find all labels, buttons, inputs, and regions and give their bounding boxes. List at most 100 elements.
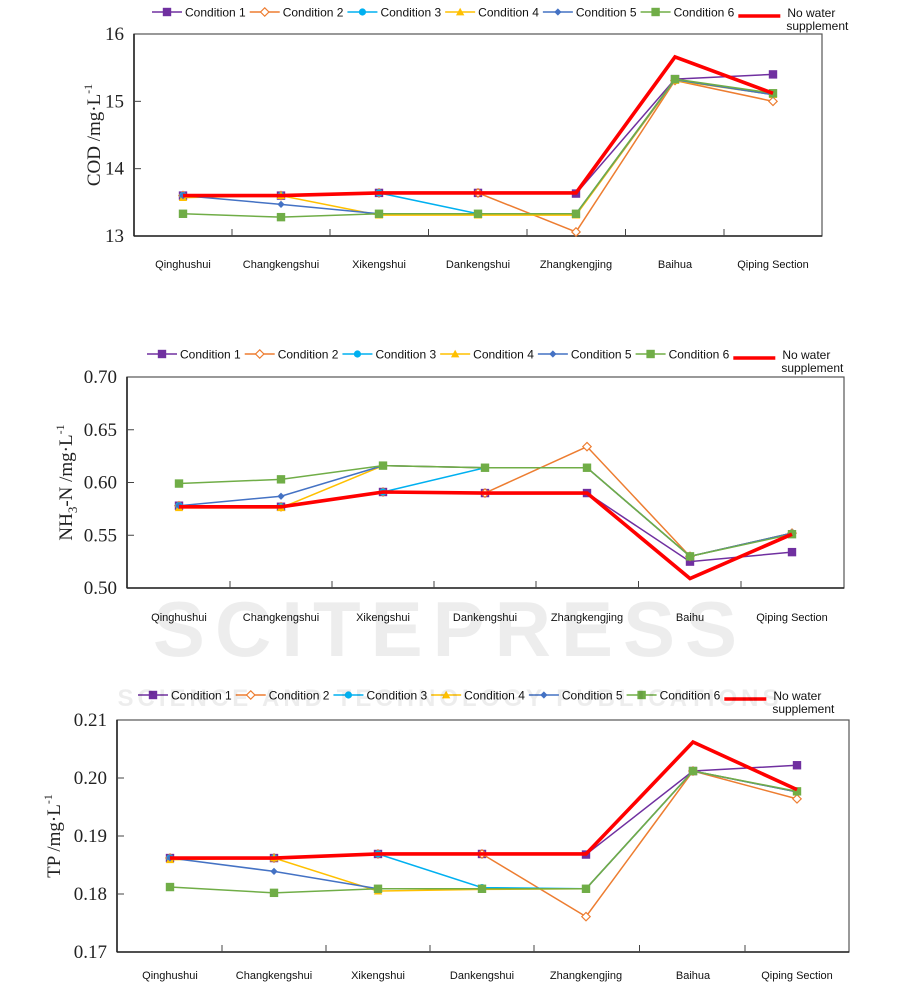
tp-point-condition-6 (792, 787, 802, 796)
tp-point-condition-6 (165, 882, 175, 892)
cod-legend-item-condition-2: Condition 2 (249, 6, 344, 20)
cod-legend-label: Condition 5 (576, 6, 637, 20)
nh3n-x-tick-label: Xikengshui (356, 612, 410, 624)
tp-y-tick-label: 0.20 (74, 768, 107, 789)
cod-point-condition-1 (768, 70, 778, 79)
tp-chart: 0.17 0.18 0.19 0.20 0.21 Qinghushui Changkengs… (0, 680, 901, 990)
tp-legend-label: Condition 3 (366, 689, 427, 703)
cod-point-condition-6 (571, 209, 581, 218)
tp-legend-label: Condition 2 (269, 689, 330, 703)
cod-point-condition-6 (374, 209, 384, 218)
tp-legend-label: Condition 6 (660, 689, 721, 703)
cod-series-condition-6 (178, 74, 778, 222)
nh3n-point-condition-6 (378, 461, 388, 470)
nh3n-point-condition-6 (276, 475, 286, 484)
cod-x-tick-label: Xikengshui (352, 259, 406, 271)
nh3n-plot-area (126, 376, 845, 589)
cod-x-tick-label: Dankengshui (446, 259, 510, 271)
tp-series-condition-2 (164, 765, 803, 922)
tp-legend: Condition 1 Condition 2 Condition 3 Conditi… (138, 689, 835, 716)
tp-legend-label: Condition 4 (464, 689, 525, 703)
tp-legend-item-condition-2: Condition 2 (235, 689, 330, 703)
cod-point-condition-6 (768, 89, 778, 98)
tp-line-condition-6 (169, 770, 798, 894)
tp-y-tick-label: 0.19 (74, 826, 107, 847)
tp-point-condition-6 (373, 884, 383, 893)
tp-y-tick-label: 0.18 (74, 884, 107, 905)
nh3n-line-condition-1 (178, 491, 793, 563)
nh3n-y-tick-label: 0.70 (84, 367, 117, 388)
nh3n-legend-marker (549, 350, 557, 358)
tp-y-axis-label: TP /mg·L-1 (41, 794, 65, 878)
nh3n-legend-label: Condition 1 (180, 348, 241, 362)
tp-line-condition-2 (170, 770, 798, 918)
nh3n-legend-item-no-water-supplement: No water supplement (733, 348, 844, 375)
cod-legend-item-condition-3: Condition 3 (347, 6, 441, 20)
tp-legend-label: No water supplement (772, 689, 835, 716)
cod-x-tick-label: Baihua (658, 259, 693, 271)
cod-legend-marker (162, 7, 172, 17)
tp-point-condition-6 (581, 884, 591, 893)
tp-series-condition-1 (165, 761, 802, 863)
cod-y-axis-label: COD /mg·L-1 (81, 84, 105, 186)
cod-y-tick-label: 13 (105, 226, 124, 247)
cod-point-condition-5 (277, 200, 285, 208)
cod-legend-label: Condition 1 (185, 6, 246, 20)
tp-legend-marker (637, 690, 646, 700)
tp-series-condition-3 (166, 767, 801, 893)
nh3n-series-condition-3 (175, 464, 796, 560)
tp-x-tick-label: Baihua (676, 970, 711, 982)
nh3n-series-condition-5 (175, 462, 796, 560)
nh3n-series-no-water-supplement (179, 490, 793, 581)
nh3n-legend-marker (646, 349, 655, 359)
tp-legend-label: Condition 5 (562, 689, 623, 703)
tp-series-condition-5 (166, 767, 801, 893)
tp-line-condition-4 (169, 770, 798, 892)
cod-legend-item-no-water-supplement: No water supplement (738, 6, 849, 33)
tp-legend-marker (540, 691, 548, 699)
nh3n-y-tick-label: 0.60 (84, 473, 117, 494)
nh3n-legend-label: No water supplement (781, 348, 844, 375)
nh3n-x-tick-label: Zhangkengjing (551, 612, 623, 624)
tp-legend-item-condition-3: Condition 3 (333, 689, 427, 703)
nh3n-point-condition-1 (685, 557, 695, 566)
cod-point-condition-6 (178, 209, 188, 218)
nh3n-line-condition-2 (178, 445, 793, 558)
nh3n-chart: 0.50 0.55 0.60 0.65 0.70 Qinghushui Changkengs… (0, 340, 901, 640)
tp-series-condition-4 (165, 766, 802, 895)
nh3n-chart-svg: 0.50 0.55 0.60 0.65 0.70 Qinghushui Changkengs… (53, 348, 845, 624)
tp-legend-label: Condition 1 (171, 689, 232, 703)
cod-line-condition-2 (183, 79, 774, 233)
tp-x-tick-label: Changkengshui (236, 970, 312, 982)
tp-line-no-water-supplement (170, 739, 798, 860)
nh3n-legend-item-condition-5: Condition 5 (537, 348, 632, 362)
cod-line-no-water-supplement (183, 54, 774, 198)
tp-point-condition-1 (792, 761, 802, 770)
cod-point-condition-2 (570, 226, 582, 238)
cod-legend-label: Condition 3 (380, 6, 441, 20)
nh3n-legend-item-condition-1: Condition 1 (147, 348, 241, 362)
cod-point-condition-2 (767, 96, 779, 107)
tp-point-condition-5 (270, 867, 278, 875)
tp-point-condition-6 (477, 884, 487, 893)
cod-legend-label: Condition 2 (283, 6, 344, 20)
tp-point-condition-2 (580, 911, 592, 922)
nh3n-legend-label: Condition 6 (669, 348, 730, 362)
cod-x-tick-label: Zhangkengjing (540, 259, 612, 271)
tp-x-tick-label: Dankengshui (450, 970, 514, 982)
tp-series-condition-6 (165, 766, 802, 898)
nh3n-line-condition-3 (178, 466, 793, 558)
tp-legend-item-no-water-supplement: No water supplement (724, 689, 835, 716)
tp-y-tick-label: 0.17 (74, 942, 107, 963)
tp-point-condition-6 (688, 766, 698, 776)
nh3n-point-condition-5 (277, 492, 285, 500)
nh3n-point-condition-2 (581, 441, 593, 452)
tp-legend-marker (245, 689, 256, 701)
nh3n-legend-item-condition-4: Condition 4 (440, 348, 534, 362)
nh3n-point-condition-1 (787, 547, 797, 557)
nh3n-legend-label: Condition 2 (278, 348, 339, 362)
nh3n-x-tick-label: Qinghushui (151, 612, 207, 624)
cod-point-condition-6 (473, 209, 483, 218)
nh3n-y-tick-label: 0.55 (84, 525, 117, 546)
nh3n-y-tick-label: 0.65 (84, 420, 117, 441)
